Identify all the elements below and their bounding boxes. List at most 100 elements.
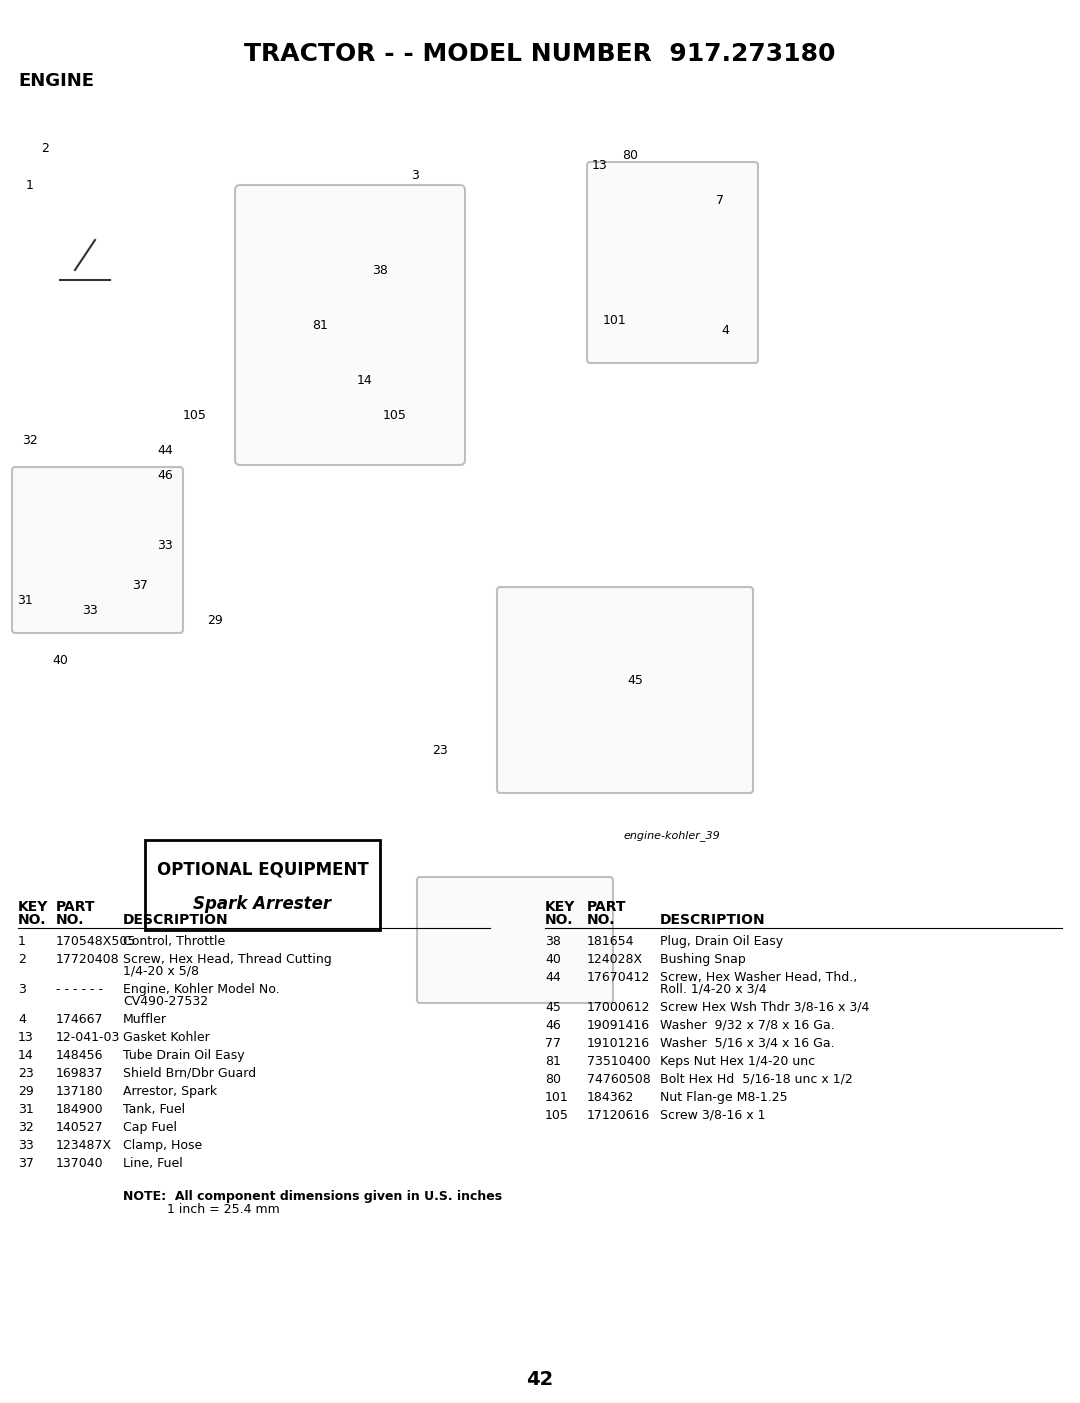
Text: 38: 38 — [545, 934, 561, 948]
Text: 1: 1 — [26, 178, 33, 191]
FancyBboxPatch shape — [145, 840, 380, 930]
Text: 2: 2 — [18, 953, 26, 967]
Text: 17720408: 17720408 — [56, 953, 120, 967]
Text: 44: 44 — [157, 443, 173, 456]
Text: 29: 29 — [207, 613, 222, 627]
Text: Gasket Kohler: Gasket Kohler — [123, 1031, 210, 1044]
Text: 174667: 174667 — [56, 1013, 104, 1026]
Text: 7: 7 — [716, 194, 724, 206]
Text: 181654: 181654 — [588, 934, 635, 948]
Text: 105: 105 — [383, 408, 407, 421]
Text: 1: 1 — [18, 934, 26, 948]
Text: NO.: NO. — [56, 913, 84, 927]
Text: 148456: 148456 — [56, 1049, 104, 1062]
Text: NO.: NO. — [545, 913, 573, 927]
Text: Washer  9/32 x 7/8 x 16 Ga.: Washer 9/32 x 7/8 x 16 Ga. — [660, 1019, 835, 1033]
Text: ENGINE: ENGINE — [18, 72, 94, 90]
Text: 1 inch = 25.4 mm: 1 inch = 25.4 mm — [167, 1202, 280, 1216]
Text: 17120616: 17120616 — [588, 1108, 650, 1122]
Text: 81: 81 — [312, 318, 328, 331]
Text: 42: 42 — [526, 1369, 554, 1389]
Text: Screw Hex Wsh Thdr 3/8-16 x 3/4: Screw Hex Wsh Thdr 3/8-16 x 3/4 — [660, 1000, 869, 1014]
Text: PART: PART — [588, 899, 626, 913]
Text: 123487X: 123487X — [56, 1139, 112, 1152]
Text: 37: 37 — [132, 578, 148, 592]
Text: Roll. 1/4-20 x 3/4: Roll. 1/4-20 x 3/4 — [660, 984, 767, 996]
Text: Line, Fuel: Line, Fuel — [123, 1157, 183, 1170]
Text: 184362: 184362 — [588, 1092, 634, 1104]
FancyBboxPatch shape — [417, 877, 613, 1003]
Text: 19101216: 19101216 — [588, 1037, 650, 1049]
Text: Screw 3/8-16 x 1: Screw 3/8-16 x 1 — [660, 1108, 766, 1122]
Text: 40: 40 — [52, 654, 68, 666]
Text: 170548X505: 170548X505 — [56, 934, 136, 948]
Text: Washer  5/16 x 3/4 x 16 Ga.: Washer 5/16 x 3/4 x 16 Ga. — [660, 1037, 835, 1049]
Text: 37: 37 — [18, 1157, 33, 1170]
Text: 4: 4 — [18, 1013, 26, 1026]
Text: 137180: 137180 — [56, 1085, 104, 1099]
Text: Screw, Hex Washer Head, Thd.,: Screw, Hex Washer Head, Thd., — [660, 971, 858, 984]
Text: 12-041-03: 12-041-03 — [56, 1031, 120, 1044]
Text: 184900: 184900 — [56, 1103, 104, 1115]
Text: 31: 31 — [18, 1103, 33, 1115]
Text: 81: 81 — [545, 1055, 561, 1068]
Text: Tube Drain Oil Easy: Tube Drain Oil Easy — [123, 1049, 245, 1062]
Text: 38: 38 — [373, 264, 388, 276]
Text: 105: 105 — [184, 408, 207, 421]
Text: CV490-27532: CV490-27532 — [123, 995, 208, 1007]
FancyBboxPatch shape — [12, 467, 183, 633]
Text: 3: 3 — [18, 984, 26, 996]
Text: 14: 14 — [18, 1049, 33, 1062]
Text: 33: 33 — [82, 603, 98, 616]
Text: 14: 14 — [357, 373, 373, 386]
Text: 169837: 169837 — [56, 1068, 104, 1080]
Text: 13: 13 — [592, 159, 608, 171]
Text: DESCRIPTION: DESCRIPTION — [123, 913, 229, 927]
Text: 17000612: 17000612 — [588, 1000, 650, 1014]
Text: 33: 33 — [157, 539, 173, 551]
Text: Clamp, Hose: Clamp, Hose — [123, 1139, 202, 1152]
Text: 74760508: 74760508 — [588, 1073, 651, 1086]
Text: NO.: NO. — [588, 913, 616, 927]
Text: Cap Fuel: Cap Fuel — [123, 1121, 177, 1134]
Text: DESCRIPTION: DESCRIPTION — [660, 913, 766, 927]
Text: 19091416: 19091416 — [588, 1019, 650, 1033]
Text: 29: 29 — [18, 1085, 33, 1099]
Text: engine-kohler_39: engine-kohler_39 — [623, 831, 720, 840]
Text: 77: 77 — [545, 1037, 561, 1049]
Text: 3: 3 — [411, 168, 419, 181]
Text: 105: 105 — [545, 1108, 569, 1122]
Text: OPTIONAL EQUIPMENT: OPTIONAL EQUIPMENT — [157, 860, 368, 878]
Text: Muffler: Muffler — [123, 1013, 167, 1026]
Text: 23: 23 — [432, 744, 448, 756]
Text: Control, Throttle: Control, Throttle — [123, 934, 226, 948]
FancyBboxPatch shape — [235, 185, 465, 464]
Text: 32: 32 — [18, 1121, 33, 1134]
Text: - - - - - -: - - - - - - — [56, 984, 103, 996]
Text: NO.: NO. — [18, 913, 46, 927]
Text: 31: 31 — [17, 593, 32, 606]
Text: Arrestor, Spark: Arrestor, Spark — [123, 1085, 217, 1099]
Text: PART: PART — [56, 899, 95, 913]
Text: 4: 4 — [721, 324, 729, 337]
Text: TRACTOR - - MODEL NUMBER  917.273180: TRACTOR - - MODEL NUMBER 917.273180 — [244, 42, 836, 66]
Text: 33: 33 — [18, 1139, 33, 1152]
Text: KEY: KEY — [545, 899, 576, 913]
Text: 40: 40 — [545, 953, 561, 967]
Text: 124028X: 124028X — [588, 953, 643, 967]
Text: 73510400: 73510400 — [588, 1055, 650, 1068]
Text: 23: 23 — [18, 1068, 33, 1080]
Text: Spark Arrester: Spark Arrester — [193, 895, 332, 913]
Text: 17670412: 17670412 — [588, 971, 650, 984]
Text: 44: 44 — [545, 971, 561, 984]
Text: 80: 80 — [545, 1073, 561, 1086]
Text: Nut Flan-ge M8-1.25: Nut Flan-ge M8-1.25 — [660, 1092, 787, 1104]
Text: NOTE:  All component dimensions given in U.S. inches: NOTE: All component dimensions given in … — [123, 1190, 502, 1202]
Text: Bushing Snap: Bushing Snap — [660, 953, 746, 967]
FancyBboxPatch shape — [497, 586, 753, 793]
Text: 140527: 140527 — [56, 1121, 104, 1134]
Text: Shield Brn/Dbr Guard: Shield Brn/Dbr Guard — [123, 1068, 256, 1080]
FancyBboxPatch shape — [588, 161, 758, 363]
Text: 101: 101 — [545, 1092, 569, 1104]
Text: 45: 45 — [545, 1000, 561, 1014]
